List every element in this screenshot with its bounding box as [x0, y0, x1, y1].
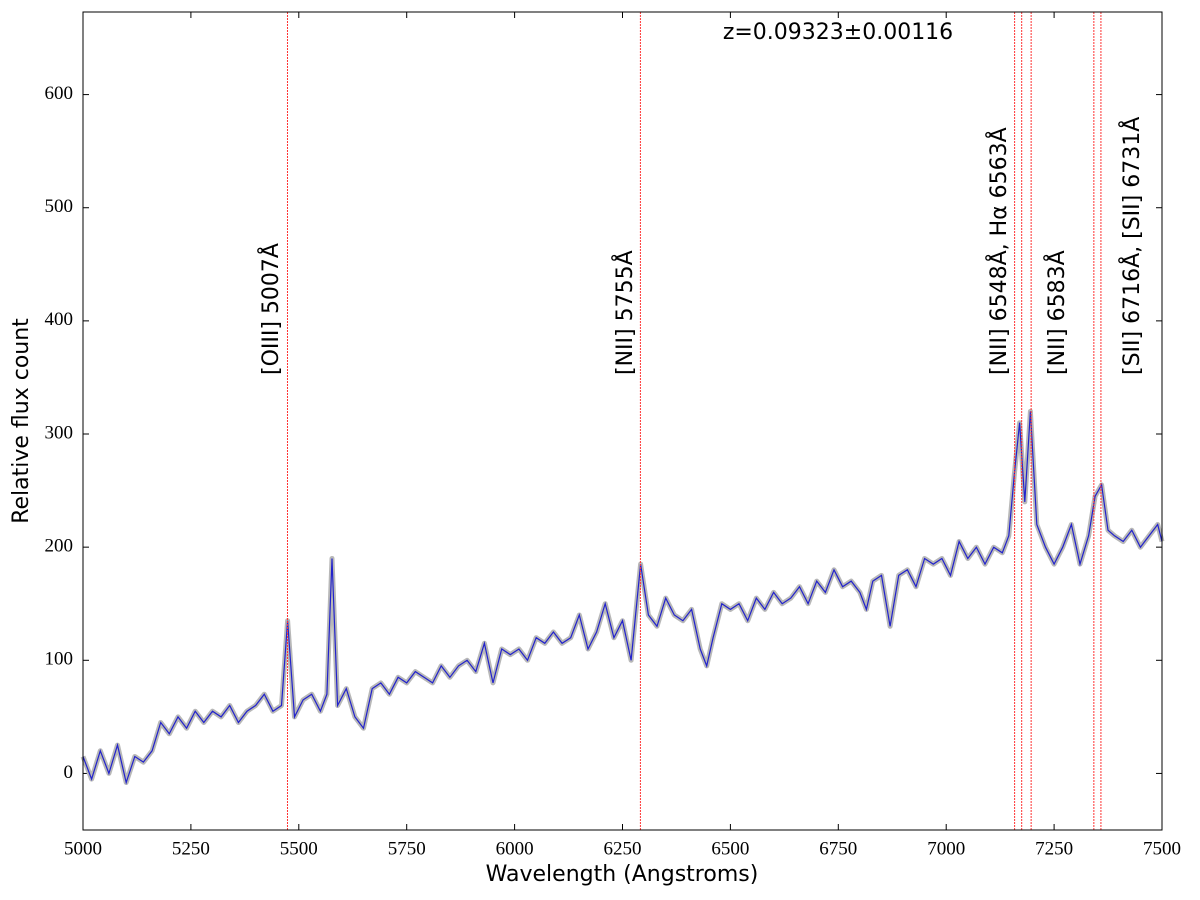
x-axis-label: Wavelength (Angstroms)	[486, 862, 759, 887]
y-tick-label: 0	[64, 762, 74, 783]
y-tick-label: 300	[45, 422, 74, 443]
x-tick-label: 7250	[1035, 838, 1073, 859]
redshift-label: z=0.09323±0.00116	[723, 20, 953, 45]
x-tick-label: 7000	[927, 838, 965, 859]
x-tick-label: 5000	[64, 838, 102, 859]
x-tick-label: 5500	[280, 838, 318, 859]
x-tick-label: 6750	[819, 838, 857, 859]
line-annotation: [SII] 6716Å, [SII] 6731Å	[1118, 117, 1145, 375]
y-tick-label: 100	[45, 649, 74, 670]
y-axis-label: Relative flux count	[9, 318, 34, 524]
x-tick-label: 7500	[1143, 838, 1181, 859]
series-line	[82, 411, 1163, 785]
line-annotation: [NII] 6583Å	[1043, 250, 1070, 375]
line-annotation: [NII] 5755Å	[611, 250, 638, 375]
x-tick-label: 5750	[388, 838, 426, 859]
y-tick-label: 400	[45, 309, 74, 330]
x-tick-label: 5250	[172, 838, 210, 859]
y-tick-label: 200	[45, 536, 74, 557]
y-tick-label: 600	[45, 83, 74, 104]
x-tick-label: 6250	[604, 838, 642, 859]
x-tick-label: 6500	[711, 838, 749, 859]
x-tick-label: 6000	[496, 838, 534, 859]
line-annotation: [NII] 6548Å, Hα 6563Å	[985, 127, 1012, 375]
y-tick-label: 500	[45, 196, 74, 217]
series-band	[80, 408, 1165, 785]
line-annotation: [OIII] 5007Å	[257, 243, 284, 375]
plot-frame	[82, 11, 1163, 831]
